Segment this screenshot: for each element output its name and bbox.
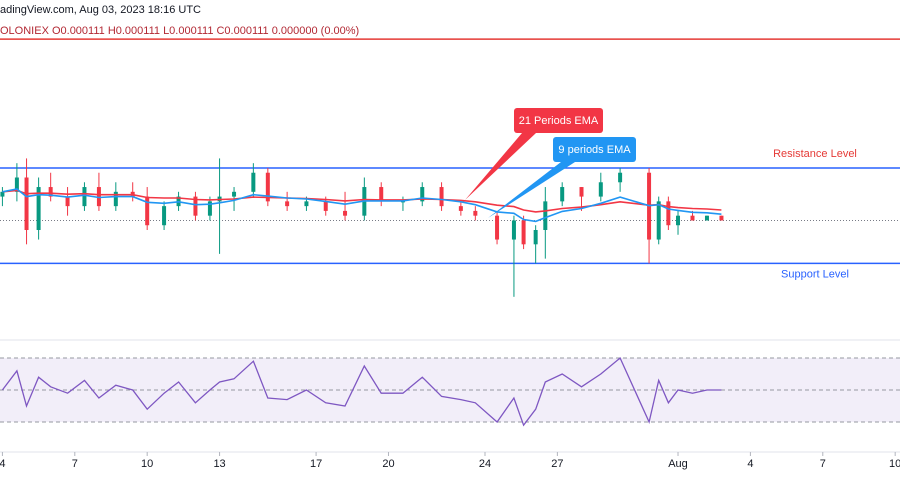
candle-body [579,187,584,197]
candle-body [14,177,19,192]
candle-body [207,201,212,216]
ema-line [2,189,722,213]
callout-box [553,137,636,162]
candle-body [400,201,405,203]
x-tick-label: 27 [551,458,563,470]
candle-body [265,172,270,202]
x-tick-label: 7 [820,458,826,470]
x-tick-label: 17 [310,458,322,470]
candle-body [439,187,444,207]
candle-body [511,220,516,240]
candle-body [598,182,603,197]
candle-body [0,191,5,197]
candle-body [656,201,661,240]
candle-body [676,215,681,226]
x-tick-label: 4 [747,458,753,470]
candle-body [533,230,538,245]
ohlc-line: OLONIEX O0.000111 H0.000111 L0.000111 C0… [0,25,359,37]
candle-body [458,206,463,211]
candle-body [65,196,70,207]
callout-box [514,108,603,133]
ema-line [2,188,722,223]
candle-body [690,215,695,221]
callout-label: 21 Periods EMA [519,115,599,127]
candle-body [36,187,41,230]
x-tick-label: 20 [382,458,394,470]
candle-body [232,191,237,197]
x-tick-label: 4 [0,458,5,470]
candle-body [251,172,256,192]
candle-body [343,210,348,216]
candle-body [704,215,709,221]
candle-body [285,201,290,207]
level-label: Support Level [781,268,849,280]
candle-body [48,187,53,197]
candle-body [162,206,167,226]
candle-body [24,177,29,230]
candle-body [618,172,623,183]
x-tick-label: 10 [141,458,153,470]
candle-body [420,187,425,202]
candle-body [113,191,118,207]
candle-body [666,201,671,226]
candle-body [560,187,565,202]
x-tick-label: Aug [668,458,688,470]
candle-body [193,196,198,216]
candle-body [473,210,478,216]
x-tick-label: 7 [72,458,78,470]
candle-body [495,215,500,240]
rsi-line [1,356,722,427]
x-tick-label: 10 [889,458,900,470]
header-title: adingView.com, Aug 03, 2023 18:16 UTC [0,4,201,16]
candle-body [719,215,724,221]
callout-tail [488,162,575,218]
candle-body [323,201,328,211]
callout-label: 9 periods EMA [558,144,631,156]
candle-body [145,196,150,226]
candle-body [82,187,87,207]
candle-body [304,201,309,207]
candle-body [379,187,384,202]
level-label: Resistance Level [773,148,857,160]
x-tick-label: 24 [479,458,491,470]
candle-body [521,220,526,245]
callout-tail [465,133,536,200]
candle-body [543,201,548,230]
candle-body [96,187,101,207]
x-tick-label: 13 [213,458,225,470]
